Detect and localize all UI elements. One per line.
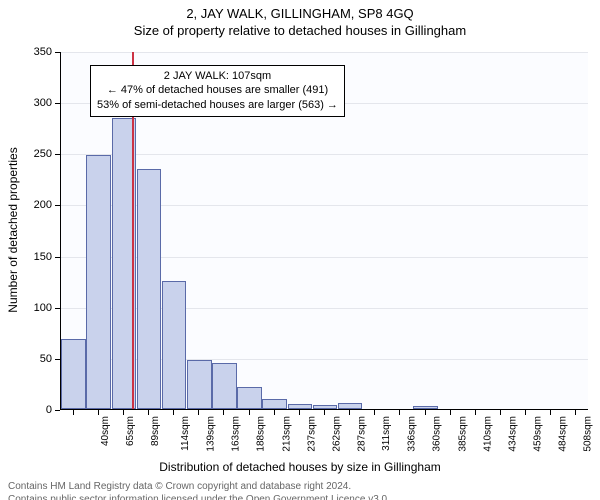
x-tick-label: 508sqm xyxy=(583,416,594,452)
histogram-bar xyxy=(212,363,237,409)
x-axis-title: Distribution of detached houses by size … xyxy=(0,460,600,474)
y-tick-label: 0 xyxy=(46,404,52,416)
chart-subtitle: Size of property relative to detached ho… xyxy=(0,21,600,40)
x-tick-label: 188sqm xyxy=(256,416,267,452)
footer: Contains HM Land Registry data © Crown c… xyxy=(0,474,600,500)
x-tick-mark xyxy=(374,410,375,415)
x-tick-label: 139sqm xyxy=(206,416,217,452)
x-tick-mark xyxy=(550,410,551,415)
x-tick-mark xyxy=(73,410,74,415)
y-tick-label: 200 xyxy=(34,199,52,211)
x-tick-mark xyxy=(249,410,250,415)
annotation-line-3: 53% of semi-detached houses are larger (… xyxy=(97,98,338,113)
x-tick-mark xyxy=(123,410,124,415)
y-tick-label: 150 xyxy=(34,251,52,263)
chart-container: Number of detached properties 0501001502… xyxy=(0,40,600,460)
y-tick-label: 50 xyxy=(40,353,52,365)
x-tick-mark xyxy=(475,410,476,415)
y-axis: 050100150200250300350 xyxy=(0,52,60,410)
x-tick-mark xyxy=(98,410,99,415)
x-tick-mark xyxy=(575,410,576,415)
plot-area: 2 JAY WALK: 107sqm ← 47% of detached hou… xyxy=(60,52,588,410)
histogram-bar xyxy=(61,339,86,409)
histogram-bar xyxy=(86,155,111,409)
x-tick-label: 237sqm xyxy=(306,416,317,452)
y-tick-label: 350 xyxy=(34,46,52,58)
x-tick-label: 114sqm xyxy=(180,416,191,451)
histogram-bar xyxy=(137,169,162,409)
x-tick-mark xyxy=(148,410,149,415)
annotation-line-2: ← 47% of detached houses are smaller (49… xyxy=(97,83,338,98)
histogram-bar xyxy=(338,403,363,409)
x-tick-label: 311sqm xyxy=(381,416,392,451)
x-tick-label: 40sqm xyxy=(100,416,111,446)
x-tick-mark xyxy=(173,410,174,415)
x-tick-label: 262sqm xyxy=(331,416,342,452)
x-tick-mark xyxy=(274,410,275,415)
footer-line-2: Contains public sector information licen… xyxy=(8,493,600,500)
y-tick-label: 300 xyxy=(34,97,52,109)
x-tick-label: 89sqm xyxy=(150,416,161,446)
x-tick-mark xyxy=(500,410,501,415)
x-axis: 40sqm 65sqm 89sqm 114sqm 139sqm 163sqm 188sqm 2… xyxy=(60,410,588,460)
x-tick-label: 385sqm xyxy=(457,416,468,452)
x-tick-mark xyxy=(450,410,451,415)
x-tick-mark xyxy=(324,410,325,415)
histogram-bar xyxy=(237,387,262,410)
x-tick-mark xyxy=(198,410,199,415)
footer-line-1: Contains HM Land Registry data © Crown c… xyxy=(8,480,600,493)
histogram-bar xyxy=(288,404,313,409)
x-tick-label: 360sqm xyxy=(432,416,443,452)
x-tick-mark xyxy=(425,410,426,415)
histogram-bar xyxy=(187,360,212,409)
address-headline: 2, JAY WALK, GILLINGHAM, SP8 4GQ xyxy=(0,0,600,21)
x-tick-mark xyxy=(223,410,224,415)
histogram-bar xyxy=(413,406,438,409)
y-tick-label: 100 xyxy=(34,302,52,314)
x-tick-label: 287sqm xyxy=(357,416,368,452)
x-tick-mark xyxy=(399,410,400,415)
x-tick-label: 410sqm xyxy=(482,416,493,452)
x-tick-label: 434sqm xyxy=(507,416,518,452)
x-tick-mark xyxy=(349,410,350,415)
x-tick-label: 484sqm xyxy=(558,416,569,452)
histogram-bar xyxy=(262,399,287,409)
x-tick-label: 336sqm xyxy=(407,416,418,452)
annotation-line-1: 2 JAY WALK: 107sqm xyxy=(97,69,338,84)
x-tick-mark xyxy=(525,410,526,415)
histogram-bar xyxy=(162,281,187,409)
x-tick-label: 213sqm xyxy=(281,416,292,452)
x-tick-label: 65sqm xyxy=(125,416,136,446)
x-tick-mark xyxy=(299,410,300,415)
histogram-bar xyxy=(313,405,338,409)
annotation-box: 2 JAY WALK: 107sqm ← 47% of detached hou… xyxy=(90,65,345,118)
x-tick-label: 163sqm xyxy=(231,416,242,452)
y-tick-label: 250 xyxy=(34,148,52,160)
x-tick-label: 459sqm xyxy=(533,416,544,452)
